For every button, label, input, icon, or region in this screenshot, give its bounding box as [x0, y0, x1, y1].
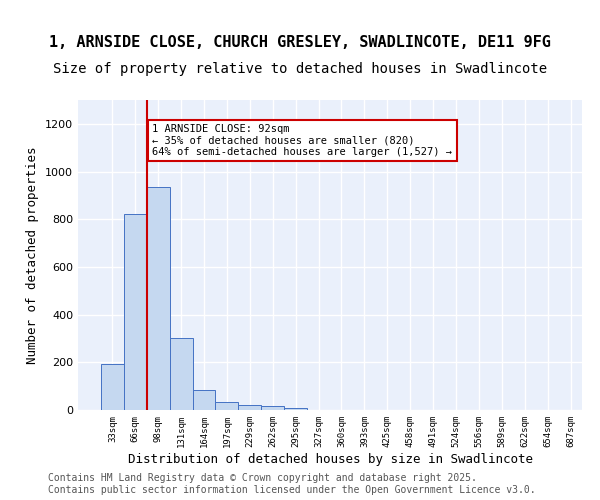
Bar: [261, 406, 284, 410]
X-axis label: Distribution of detached houses by size in Swadlincote: Distribution of detached houses by size …: [128, 452, 533, 466]
Bar: [215, 402, 238, 410]
Bar: [193, 390, 215, 410]
Text: Size of property relative to detached houses in Swadlincote: Size of property relative to detached ho…: [53, 62, 547, 76]
Text: 1 ARNSIDE CLOSE: 92sqm
← 35% of detached houses are smaller (820)
64% of semi-de: 1 ARNSIDE CLOSE: 92sqm ← 35% of detached…: [152, 124, 452, 157]
Text: 1, ARNSIDE CLOSE, CHURCH GRESLEY, SWADLINCOTE, DE11 9FG: 1, ARNSIDE CLOSE, CHURCH GRESLEY, SWADLI…: [49, 35, 551, 50]
Y-axis label: Number of detached properties: Number of detached properties: [26, 146, 40, 364]
Text: Contains HM Land Registry data © Crown copyright and database right 2025.
Contai: Contains HM Land Registry data © Crown c…: [48, 474, 536, 495]
Bar: [147, 187, 170, 410]
Bar: [170, 338, 193, 410]
Bar: [101, 364, 124, 410]
Bar: [124, 214, 147, 410]
Bar: [238, 405, 261, 410]
Bar: [284, 408, 307, 410]
